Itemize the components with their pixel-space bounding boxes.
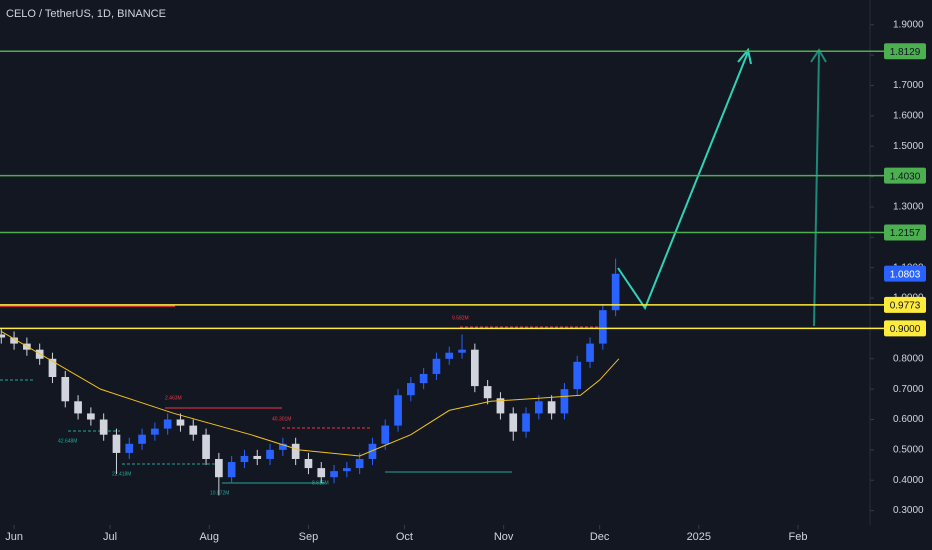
level-label-box: [884, 43, 926, 60]
candle-body: [483, 386, 492, 399]
x-tick-label: Oct: [396, 531, 413, 543]
x-tick-label: Nov: [494, 531, 514, 543]
candle-body: [112, 434, 121, 453]
y-tick-label: 1.9000: [893, 19, 924, 30]
y-tick-label: 1.5000: [893, 141, 924, 152]
candle-body: [509, 413, 518, 432]
candle-body: [458, 349, 466, 353]
candle-body: [304, 458, 313, 469]
level-label-box: [884, 296, 926, 313]
candle-body: [74, 401, 82, 414]
candle-body: [215, 458, 223, 478]
candle-body: [330, 471, 338, 478]
candle-body: [419, 373, 428, 384]
candle-body: [202, 434, 210, 459]
candle-body: [547, 401, 556, 414]
candle-body: [432, 358, 441, 374]
candle-body: [381, 425, 390, 444]
chart-title: CELO / TetherUS, 1D, BINANCE: [6, 8, 166, 20]
x-tick-label: Aug: [199, 531, 219, 543]
candle-body: [189, 425, 198, 435]
candle-body: [138, 434, 146, 444]
candle-body: [48, 358, 57, 377]
level-label-box: [884, 320, 926, 337]
level-label: 1.4030: [890, 171, 921, 182]
candle-body: [611, 273, 620, 311]
level-label: 1.2157: [890, 228, 921, 239]
candle-body: [240, 455, 249, 463]
candle-body: [407, 383, 415, 396]
projection-arrow: [813, 51, 820, 327]
y-tick-label: 0.5000: [893, 445, 924, 456]
candle-body: [61, 376, 70, 402]
x-tick-label: Jul: [103, 531, 117, 543]
moving-average: [1, 331, 620, 457]
candle-body: [253, 455, 262, 459]
candle-body: [573, 361, 582, 390]
candle-body: [394, 395, 402, 426]
candle-body: [598, 310, 607, 344]
annotation: 8.615M: [312, 480, 329, 486]
candle-body: [470, 349, 479, 387]
annotation: 9.582M: [452, 315, 469, 321]
annotations: 2.463M 40.301M 9.582M 42.648M 22.418M 10…: [58, 315, 469, 496]
level-label-box: [884, 224, 926, 241]
y-tick-label: 0.6000: [893, 414, 924, 425]
candle-body: [266, 449, 274, 459]
y-tick-label: 0.8000: [893, 353, 924, 364]
annotation: 40.301M: [272, 416, 291, 422]
last-price-box: [884, 265, 926, 282]
candle-body: [279, 443, 287, 450]
y-tick-label: 1.7000: [893, 80, 924, 91]
level-label: 0.9000: [890, 324, 921, 335]
candle-body: [534, 401, 543, 414]
candle-body: [99, 419, 108, 435]
candle-body: [343, 468, 351, 472]
candle-body: [0, 334, 6, 338]
annotation: 42.648M: [58, 438, 77, 444]
x-tick-label: Feb: [789, 531, 808, 543]
candle-body: [163, 419, 172, 429]
annotation: 10.572M: [210, 490, 229, 496]
arrow-head: [810, 48, 827, 63]
candle-body: [291, 443, 300, 459]
candle-body: [176, 419, 185, 426]
y-tick-label: 1.6000: [893, 110, 924, 121]
annotation: 2.463M: [165, 395, 182, 401]
candle-body: [522, 413, 530, 432]
level-label: 1.8129: [890, 47, 921, 58]
candle-body: [368, 443, 377, 459]
y-tick-label: 0.3000: [893, 505, 924, 516]
x-tick-label: Sep: [299, 531, 319, 543]
candle-body: [10, 337, 18, 344]
arrow-head: [737, 47, 752, 65]
y-tick-label: 0.7000: [893, 384, 924, 395]
projection-arrow: [617, 51, 749, 311]
annotation: 22.418M: [112, 471, 131, 477]
x-tick-label: Jun: [5, 531, 23, 543]
candle-body: [445, 352, 454, 359]
level-label-box: [884, 167, 926, 184]
candle-body: [496, 398, 505, 414]
candle-body: [317, 468, 326, 478]
candle-body: [125, 443, 134, 453]
candle-body: [355, 458, 364, 469]
candle-body: [586, 343, 594, 362]
y-tick-label: 0.4000: [893, 475, 924, 486]
candle-body: [560, 389, 569, 414]
candle-body: [87, 413, 95, 420]
x-tick-label: 2025: [687, 531, 711, 543]
x-tick-label: Dec: [590, 531, 610, 543]
last-price-label: 1.0803: [890, 269, 921, 280]
level-label: 0.9773: [890, 301, 921, 312]
y-tick-label: 1.3000: [893, 202, 924, 213]
candle-body: [151, 428, 159, 435]
candle-body: [227, 462, 236, 478]
